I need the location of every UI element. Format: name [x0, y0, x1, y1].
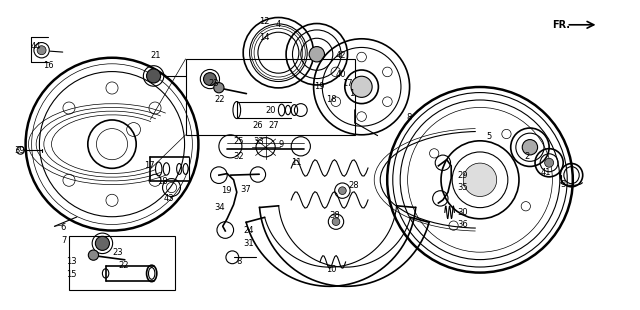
Text: 13: 13	[66, 257, 77, 267]
Text: 26: 26	[253, 121, 264, 130]
Text: 28: 28	[349, 181, 360, 191]
Bar	[69, 236, 175, 290]
Circle shape	[351, 76, 372, 97]
Circle shape	[332, 218, 340, 225]
Text: 10: 10	[326, 265, 337, 274]
Text: 21: 21	[150, 51, 161, 60]
Text: 22: 22	[118, 260, 129, 270]
Circle shape	[522, 140, 538, 155]
Text: 41: 41	[541, 167, 551, 177]
Text: 44: 44	[31, 42, 41, 51]
Text: 25: 25	[234, 136, 244, 146]
Text: 6: 6	[61, 223, 66, 232]
Text: 43: 43	[163, 194, 174, 203]
Text: 4: 4	[275, 20, 280, 29]
Text: 34: 34	[214, 203, 225, 212]
Text: 18: 18	[326, 95, 337, 104]
Text: 40: 40	[336, 70, 346, 79]
Text: FR.: FR.	[552, 20, 570, 30]
Text: 23: 23	[208, 79, 219, 88]
Text: 18: 18	[157, 177, 168, 186]
Text: 36: 36	[458, 220, 468, 229]
Text: 1: 1	[349, 88, 354, 98]
Circle shape	[463, 163, 497, 197]
Text: 35: 35	[458, 183, 468, 192]
Circle shape	[147, 69, 161, 83]
Circle shape	[95, 236, 109, 250]
Circle shape	[214, 82, 224, 93]
Text: 7: 7	[61, 236, 66, 245]
Text: 15: 15	[66, 270, 76, 279]
Text: 24: 24	[243, 226, 253, 236]
Text: 11: 11	[291, 158, 301, 167]
Circle shape	[37, 46, 46, 55]
Text: 33: 33	[253, 136, 264, 146]
Text: 19: 19	[221, 186, 231, 195]
Text: 14: 14	[259, 33, 269, 42]
Text: 20: 20	[266, 105, 276, 115]
Text: 27: 27	[269, 121, 280, 130]
Text: 38: 38	[330, 211, 340, 220]
Text: 39: 39	[14, 146, 25, 155]
Text: 5: 5	[486, 132, 492, 141]
Bar	[186, 59, 355, 135]
Text: 32: 32	[234, 152, 244, 161]
Text: 19: 19	[314, 82, 324, 91]
Circle shape	[339, 187, 346, 194]
Circle shape	[204, 73, 216, 86]
Text: 42: 42	[336, 51, 346, 60]
Text: 37: 37	[240, 184, 251, 194]
Text: 23: 23	[112, 248, 123, 257]
Text: 17: 17	[342, 79, 353, 88]
Text: 9: 9	[278, 140, 284, 149]
Text: 30: 30	[458, 208, 468, 217]
Text: 31: 31	[243, 239, 254, 248]
Circle shape	[545, 158, 554, 167]
Text: 8: 8	[406, 113, 412, 122]
Text: 29: 29	[458, 170, 468, 180]
Text: 17: 17	[144, 161, 155, 171]
Text: 22: 22	[214, 95, 225, 104]
Text: 2: 2	[525, 152, 530, 161]
Circle shape	[88, 250, 99, 260]
Text: 3: 3	[560, 180, 565, 189]
Circle shape	[309, 46, 324, 62]
Text: 16: 16	[44, 60, 54, 70]
Text: 12: 12	[259, 17, 269, 26]
Text: 8: 8	[237, 257, 242, 267]
